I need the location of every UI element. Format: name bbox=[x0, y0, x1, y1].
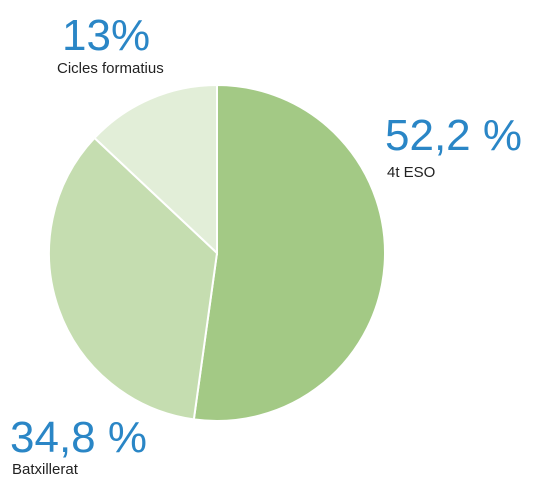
value-label: 34,8 % bbox=[10, 413, 147, 462]
value-label: 52,2 % bbox=[385, 111, 522, 160]
category-label: Batxillerat bbox=[12, 461, 79, 478]
pie-slice bbox=[93, 83, 218, 256]
pie-slice bbox=[192, 83, 386, 422]
value-label: 13% bbox=[62, 11, 150, 60]
pie-slice bbox=[48, 136, 219, 421]
category-label: 4t ESO bbox=[387, 164, 435, 181]
category-label: Cicles formatius bbox=[57, 60, 164, 77]
